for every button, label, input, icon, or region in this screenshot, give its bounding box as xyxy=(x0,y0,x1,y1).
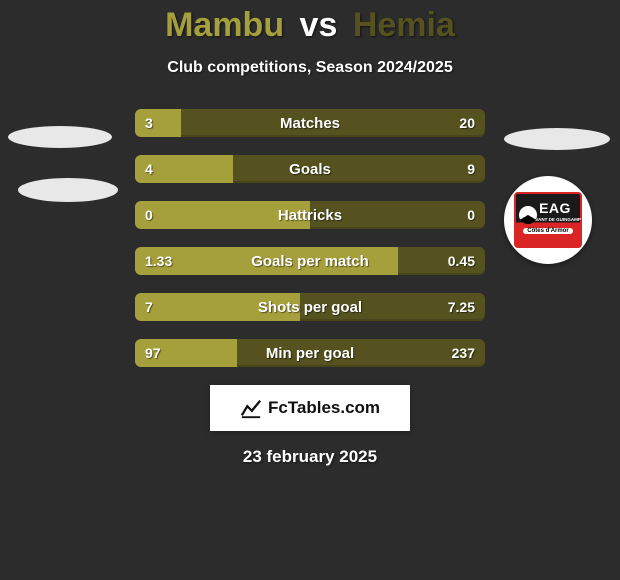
decor-ellipse xyxy=(504,128,610,150)
stat-fill-left xyxy=(135,109,181,137)
stat-row: Goals49 xyxy=(135,155,485,183)
stat-label: Matches xyxy=(135,109,485,137)
stat-fill-left xyxy=(135,247,398,275)
snapshot-date: 23 february 2025 xyxy=(0,447,620,467)
team-logo-right: EAG EN AVANT DE GUINGAMP Côtes d'Armor xyxy=(504,176,592,264)
triskelion-icon xyxy=(519,206,537,224)
stat-row: Hattricks00 xyxy=(135,201,485,229)
chart-icon xyxy=(240,397,262,419)
player2-name: Hemia xyxy=(353,6,455,44)
stat-row: Goals per match1.330.45 xyxy=(135,247,485,275)
team-logo-badge: EAG EN AVANT DE GUINGAMP Côtes d'Armor xyxy=(514,192,582,248)
stat-fill-left xyxy=(135,293,300,321)
brand-text: FcTables.com xyxy=(268,398,380,418)
comparison-title: Mambu vs Hemia xyxy=(0,0,620,45)
stat-row: Shots per goal77.25 xyxy=(135,293,485,321)
decor-ellipse xyxy=(8,126,112,148)
stat-row: Min per goal97237 xyxy=(135,339,485,367)
stat-fill-left xyxy=(135,201,310,229)
vs-label: vs xyxy=(300,6,338,44)
stat-fill-left xyxy=(135,155,233,183)
stat-value-right: 0.45 xyxy=(448,247,475,275)
stat-fill-left xyxy=(135,339,237,367)
brand-badge: FcTables.com xyxy=(210,385,410,431)
stat-value-right: 20 xyxy=(459,109,475,137)
decor-ellipse xyxy=(18,178,118,202)
stat-value-right: 7.25 xyxy=(448,293,475,321)
stat-value-right: 237 xyxy=(452,339,475,367)
stat-row: Matches320 xyxy=(135,109,485,137)
logo-line3: Côtes d'Armor xyxy=(523,228,572,234)
logo-line1: EAG xyxy=(539,200,571,216)
stats-bars: Matches320 Goals49 Hattricks00 Goals per ma… xyxy=(135,109,485,367)
stat-value-right: 9 xyxy=(467,155,475,183)
player1-name: Mambu xyxy=(165,6,284,44)
stat-value-right: 0 xyxy=(467,201,475,229)
subtitle: Club competitions, Season 2024/2025 xyxy=(0,59,620,77)
